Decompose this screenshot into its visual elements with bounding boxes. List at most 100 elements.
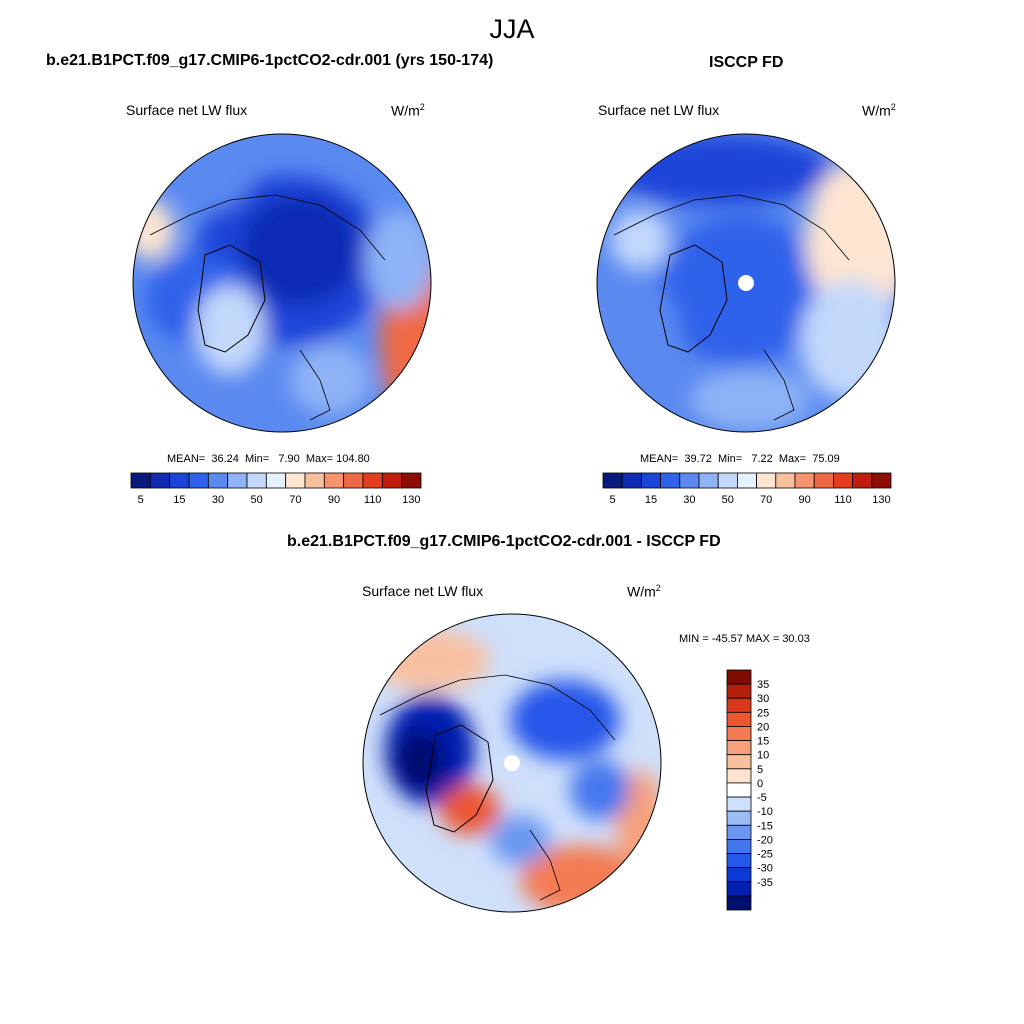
panel3-colorbar-tick-label: 20 [757,721,769,733]
panel2-pole-hole [738,275,754,291]
panel1-colorbar-tick-label: 130 [402,494,420,506]
panel3-colorbar-tick-label: 5 [757,764,763,776]
panel3-variable-label: Surface net LW flux [362,583,484,599]
panel1-stats: MEAN= 36.24 Min= 7.90 Max= 104.80 [167,453,370,465]
panel1-colorbar-swatch [188,472,209,489]
panel2-field-blob [600,285,680,375]
panel2-colorbar-swatch [641,472,662,489]
panel2-field-blob [610,135,830,205]
panel3-colorbar-tick-label: -25 [757,849,773,861]
panel2-colorbar-tick-label: 130 [872,494,890,506]
panel1-colorbar-tick-label: 110 [364,494,382,506]
panel1-field-blob [133,200,175,260]
panel2-colorbar-tick-label: 70 [760,494,772,506]
panel3-colorbar-tick-label: 10 [757,750,769,762]
panel2-units: W/m2 [862,102,896,119]
panel3-colorbar-swatch [726,824,752,840]
panel2-colorbar-swatch [621,472,642,489]
panel1-colorbar-swatch [343,472,364,489]
page-title: JJA [489,14,535,44]
panel3-colorbar-swatch [726,810,752,826]
panel1-units: W/m2 [391,102,425,119]
panel3-colorbar-tick-label: -15 [757,820,773,832]
panel3-title: b.e21.B1PCT.f09_g17.CMIP6-1pctCO2-cdr.00… [287,533,721,550]
panel3-colorbar-swatch [726,839,752,854]
panel2-variable-label: Surface net LW flux [598,102,720,118]
panel2-colorbar-swatch [602,472,623,489]
panel2-colorbar-swatch [833,472,854,489]
panel3-colorbar-swatch [726,754,752,770]
panel1-colorbar-swatch [362,472,383,489]
panel1-coastline [197,244,266,353]
panel1-colorbar-tick-label: 30 [212,494,224,506]
panel1-title: b.e21.B1PCT.f09_g17.CMIP6-1pctCO2-cdr.00… [46,52,494,69]
panel1-colorbar-tick-label: 90 [328,494,340,506]
panel2-colorbar-tick-label: 90 [798,494,810,506]
panel3-colorbar-tick-label: 35 [757,679,769,691]
panel3-field-blob [510,680,620,760]
panel2-colorbar-swatch [871,472,892,489]
panel1-colorbar-swatch [381,472,403,489]
panel1-colorbar-swatch [265,472,287,489]
panel1-coastline [299,349,331,421]
panel1-colorbar-swatch [304,472,325,489]
panel3-colorbar-swatch [726,881,752,897]
panel3-colorbar-swatch [726,895,752,911]
panel1-field-blob [365,210,431,310]
panel3-colorbar-tick-label: -20 [757,834,773,846]
panel2-colorbar-swatch [756,472,777,489]
panel1-colorbar-tick-label: 50 [251,494,263,506]
panel1-field-blob [170,150,250,210]
panel2-colorbar-tick-label: 30 [683,494,695,506]
panel2-colorbar-swatch [852,472,873,489]
panel1-colorbar-swatch [169,472,190,489]
panel2-field-blob [690,370,810,430]
panel1-field-blob [195,285,265,375]
panel3-coastline [529,829,561,901]
panel3-colorbar-swatch [726,669,752,685]
panel2-coastline [763,349,795,421]
panel1-colorbar-swatch [323,472,345,489]
panel3-colorbar-tick-label: 0 [757,778,763,790]
panel2-title: ISCCP FD [709,54,784,71]
panel3-colorbar-swatch [726,867,752,883]
panel2-field-blob [610,210,670,270]
panel2-map [597,134,895,432]
panel3-field-blob [395,730,445,790]
panel1-colorbar-tick-label: 70 [289,494,301,506]
panel3-colorbar-tick-label: -30 [757,863,773,875]
panel3-colorbar-tick-label: -5 [757,792,767,804]
panel3-colorbar: 35 30 25 20 15 10 5 0 -5 -10 -15 -20 -25 -30 -35 [726,669,773,911]
panel3-pole-hole [504,755,520,771]
panel1-colorbar: 5 15 30 50 70 90 110 130 [130,472,422,506]
panel3-colorbar-swatch [726,796,752,812]
panel1-colorbar-swatch [401,472,422,489]
panel2-colorbar-swatch [737,472,758,489]
panel2-colorbar-swatch [794,472,815,489]
panel1-colorbar-swatch [285,472,306,489]
panel3-colorbar-swatch [726,726,752,741]
panel3-colorbar-swatch [726,768,752,784]
panel3-colorbar-tick-label: -10 [757,806,773,818]
panel2-field-blob [660,215,820,365]
panel3-colorbar-tick-label: 25 [757,707,769,719]
panel2-coastline [659,244,728,353]
panel3-field-blob [490,815,550,865]
panel1-coastline [149,194,386,261]
panel3-field-blob [440,785,500,835]
panel2-colorbar-tick-label: 110 [834,494,852,506]
panel1-colorbar-swatch [149,472,171,489]
panel1-map-outline [132,133,432,433]
panel2-colorbar-tick-label: 50 [722,494,734,506]
panel3-colorbar-tick-label: 15 [757,736,769,748]
panel1-colorbar-tick-label: 15 [173,494,185,506]
panel3-field-blob [570,760,630,820]
panel2-colorbar-tick-label: 15 [645,494,657,506]
panel1-field-blob [290,345,370,415]
panel2-coastline [613,194,850,261]
panel1-colorbar-swatch [227,472,248,489]
panel1-colorbar-swatch [246,472,267,489]
panel3-colorbar-tick-label: -35 [757,877,773,889]
panel1-colorbar-swatch [207,472,229,489]
